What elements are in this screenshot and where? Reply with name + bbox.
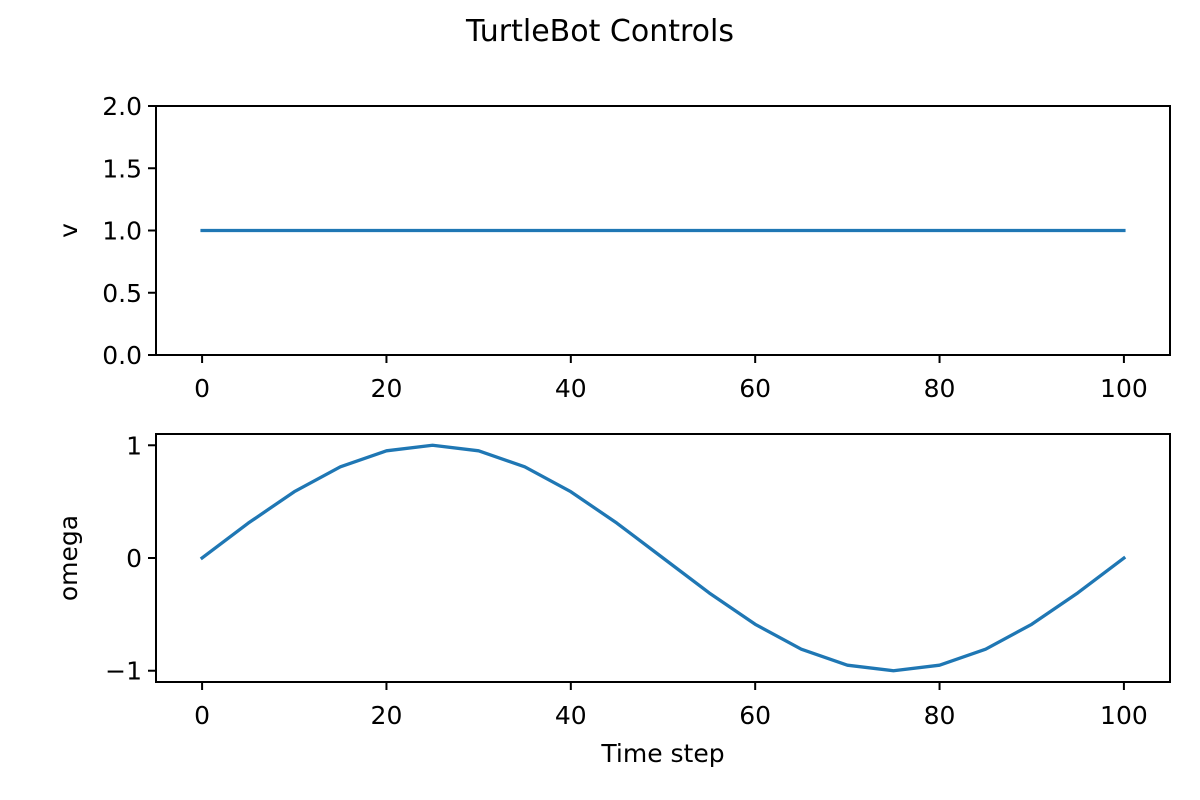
figure-title: TurtleBot Controls (465, 14, 734, 49)
v-x-tick-label: 0 (194, 374, 210, 403)
velocity-subplot: 0 20 40 60 80 100 0.0 0.5 1.0 1.5 2.0 v (54, 92, 1171, 403)
omega-y-tick-label: 0 (126, 544, 142, 573)
v-x-tick-label: 20 (371, 374, 403, 403)
v-y-axis-label: v (54, 223, 83, 238)
v-y-tick-label: 0.5 (102, 279, 142, 308)
omega-x-tick-label: 60 (739, 701, 771, 730)
omega-x-axis-label: Time step (600, 739, 724, 768)
v-x-tick-label: 60 (739, 374, 771, 403)
omega-y-axis-label: omega (54, 515, 83, 601)
omega-x-tick-label: 40 (555, 701, 587, 730)
omega-x-tick-label: 0 (194, 701, 210, 730)
v-y-tick-label: 1.5 (102, 154, 142, 183)
omega-y-tick-label: 1 (126, 431, 142, 460)
omega-x-tick-label: 80 (924, 701, 956, 730)
v-y-tick-label: 1.0 (102, 217, 142, 246)
v-y-tick-label: 0.0 (102, 341, 142, 370)
omega-x-tick-label: 20 (371, 701, 403, 730)
v-x-tick-label: 80 (924, 374, 956, 403)
omega-series-line-0 (199, 443, 1127, 673)
v-x-tick-label: 100 (1100, 374, 1148, 403)
omega-x-tick-label: 100 (1100, 701, 1148, 730)
omega-subplot: 0 20 40 60 80 100 −1 0 1 omega Time step (54, 431, 1171, 768)
v-x-tick-label: 40 (555, 374, 587, 403)
omega-y-tick-label: −1 (105, 657, 142, 686)
v-y-tick-label: 2.0 (102, 92, 142, 121)
